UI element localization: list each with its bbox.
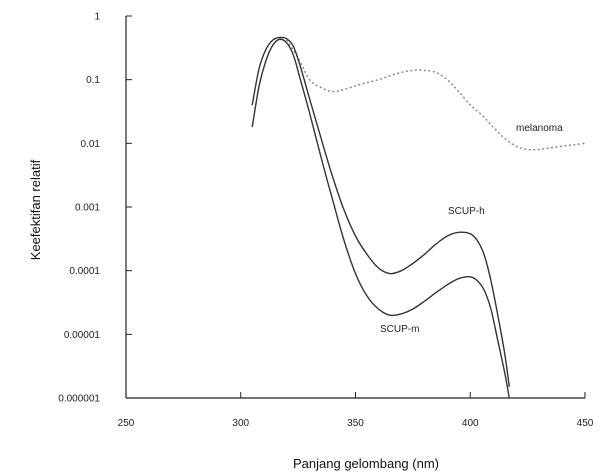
y-tick-label: 0.0001: [69, 266, 100, 277]
y-tick-label: 1: [94, 12, 100, 23]
y-tick-label: 0.00001: [64, 330, 101, 341]
series-labels: melanoma SCUP-h SCUP-m: [380, 123, 563, 335]
x-tick-label: 400: [462, 418, 479, 429]
series-label-scup-h: SCUP-h: [448, 206, 485, 217]
y-tick-label: 0.01: [81, 139, 101, 150]
y-tick-label: 0.1: [86, 75, 100, 86]
x-ticks: 250 300 350 400 450: [118, 392, 594, 429]
plot-area: 1 0.1 0.01 0.001 0.0001 0.00001 0.000001 250 30…: [58, 12, 593, 430]
series-label-melanoma: melanoma: [516, 123, 563, 134]
series-lines: [251, 36, 586, 399]
x-axis-title: Panjang gelombang (nm): [293, 456, 439, 471]
x-tick-label: 350: [347, 418, 364, 429]
y-tick-label: 0.000001: [58, 394, 100, 405]
series-line-scup-h: [251, 36, 510, 387]
series-line-scup-m: [251, 38, 510, 399]
series-label-scup-m: SCUP-m: [380, 324, 419, 335]
x-tick-label: 450: [577, 418, 594, 429]
x-tick-label: 300: [232, 418, 249, 429]
x-tick-label: 250: [118, 418, 135, 429]
y-axis-title: Keefektifan relatif: [28, 159, 43, 260]
y-tick-label: 0.001: [75, 203, 100, 214]
y-ticks: 1 0.1 0.01 0.001 0.0001 0.00001 0.000001: [58, 12, 132, 405]
